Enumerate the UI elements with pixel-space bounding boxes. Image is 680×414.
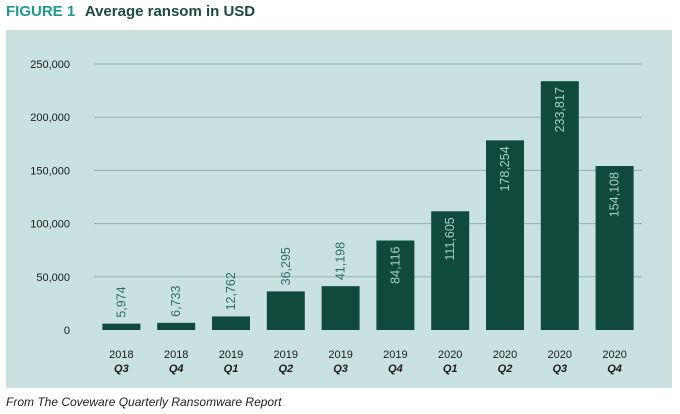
y-tick-label: 100,000 — [30, 219, 70, 231]
x-tick-label-quarter: Q3 — [552, 363, 567, 375]
data-label: 111,605 — [443, 217, 457, 260]
x-tick-label-year: 2019 — [274, 349, 298, 361]
figure-number: FIGURE 1 — [6, 3, 76, 20]
bar — [266, 291, 305, 330]
bar — [376, 240, 415, 330]
data-label: 41,198 — [334, 242, 348, 280]
figure-title: FIGURE 1 Average ransom in USD — [6, 3, 255, 20]
data-label: 6,733 — [169, 286, 183, 317]
x-tick-label-year: 2020 — [493, 349, 517, 361]
x-tick-label-year: 2018 — [109, 349, 133, 361]
bar — [540, 81, 579, 330]
x-tick-label-year: 2019 — [383, 349, 407, 361]
y-tick-label: 0 — [64, 325, 70, 337]
x-tick-label-year: 2020 — [438, 349, 462, 361]
x-tick-label-year: 2020 — [602, 349, 626, 361]
data-label: 84,116 — [388, 246, 402, 283]
bar — [486, 140, 524, 330]
data-label: 178,254 — [498, 146, 512, 191]
x-tick-label-year: 2019 — [219, 349, 243, 361]
x-tick-label-quarter: Q3 — [114, 363, 129, 375]
x-tick-label-year: 2019 — [328, 349, 352, 361]
x-tick-label-quarter: Q3 — [333, 363, 348, 375]
bar-chart: 0 50,000 100,000 150,000 200,000 250,000 5,974… — [30, 59, 642, 375]
data-label: 233,817 — [553, 87, 567, 132]
bar — [595, 166, 634, 330]
bar — [157, 322, 196, 330]
y-tick-label: 250,000 — [30, 59, 70, 71]
chart-panel: 0 50,000 100,000 150,000 200,000 250,000 5,974… — [6, 30, 672, 388]
x-tick-label-quarter: Q1 — [224, 363, 239, 375]
data-label: 5,974 — [114, 286, 128, 317]
x-tick-label-quarter: Q4 — [388, 363, 403, 375]
data-label: 12,762 — [224, 272, 238, 310]
bar — [431, 211, 470, 330]
x-tick-label-quarter: Q4 — [169, 363, 184, 375]
bar — [321, 286, 360, 330]
source-note: From The Coveware Quarterly Ransomware R… — [6, 395, 282, 409]
y-tick-label: 200,000 — [30, 112, 70, 124]
x-tick-label-year: 2018 — [164, 349, 188, 361]
x-tick-label-year: 2020 — [548, 349, 572, 361]
x-tick-label-quarter: Q4 — [607, 363, 622, 375]
chart-title: Average ransom in USD — [84, 3, 256, 20]
bar — [212, 316, 250, 330]
x-tick-label-quarter: Q2 — [498, 363, 513, 375]
y-tick-label: 150,000 — [30, 165, 70, 177]
data-label: 36,295 — [279, 247, 293, 285]
bar — [102, 323, 141, 330]
x-tick-label-quarter: Q1 — [443, 363, 458, 375]
y-tick-label: 50,000 — [36, 272, 70, 284]
data-label: 154,108 — [608, 172, 622, 217]
x-tick-label-quarter: Q2 — [278, 363, 293, 375]
